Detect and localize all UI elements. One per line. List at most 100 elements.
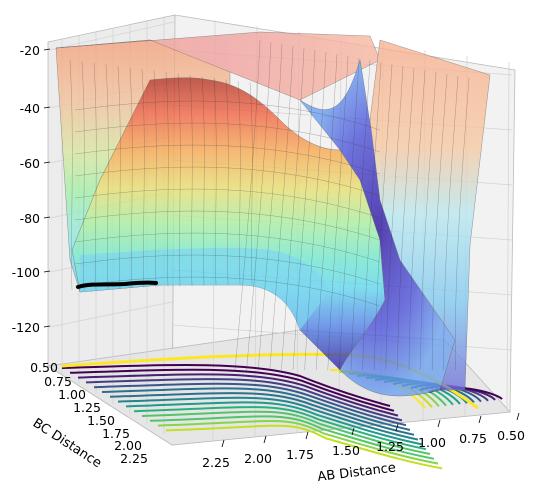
surface-right-face bbox=[369, 39, 491, 391]
x-tick bbox=[478, 415, 482, 424]
mesh-line bbox=[74, 276, 381, 307]
mesh-line bbox=[153, 70, 157, 288]
mesh-line bbox=[189, 74, 193, 287]
mesh-line bbox=[339, 57, 360, 371]
y-tick-label: 1.75 bbox=[102, 426, 130, 441]
contour-line bbox=[149, 415, 435, 460]
z-tick-label: -40 bbox=[20, 101, 40, 116]
mesh-line bbox=[258, 43, 283, 371]
surface-mesh bbox=[69, 39, 470, 371]
mesh-line bbox=[117, 65, 121, 289]
contour-line bbox=[61, 364, 391, 407]
grid-line bbox=[49, 301, 175, 328]
x-tick-label: 1.50 bbox=[332, 443, 360, 458]
mesh-line bbox=[237, 80, 241, 285]
x-tick-label: 2.25 bbox=[202, 455, 230, 470]
mesh-line bbox=[74, 144, 381, 175]
y-tick-label: 1.00 bbox=[58, 387, 86, 402]
mesh-line bbox=[213, 77, 217, 286]
mesh-line bbox=[304, 51, 327, 371]
y-tick-label: 1.25 bbox=[73, 400, 101, 415]
mesh-line bbox=[141, 68, 145, 288]
grid-line bbox=[506, 61, 510, 413]
contour-line bbox=[109, 392, 415, 436]
mesh-line bbox=[93, 62, 97, 290]
x-tick-label: 0.75 bbox=[459, 431, 487, 446]
mesh-line bbox=[385, 65, 404, 371]
x-tick bbox=[305, 431, 309, 440]
mesh-line bbox=[269, 45, 294, 371]
y-tick-label: 0.75 bbox=[44, 374, 72, 389]
x-axis: 0.50 0.75 1.00 1.25 1.50 1.75 2.00 2.25 bbox=[202, 412, 525, 470]
z-tick-label: -120 bbox=[12, 320, 40, 335]
mesh-line bbox=[432, 73, 448, 371]
mesh-line bbox=[408, 69, 426, 371]
mesh-line bbox=[455, 77, 470, 371]
z-tick bbox=[43, 106, 51, 109]
mesh-line bbox=[74, 232, 381, 263]
y-tick-label: 0.50 bbox=[30, 360, 58, 375]
z-tick-label: -20 bbox=[20, 43, 40, 58]
z-tick-label: -100 bbox=[12, 265, 40, 280]
contour-line bbox=[165, 424, 443, 470]
contour-line bbox=[133, 406, 427, 451]
x-tick bbox=[437, 419, 441, 428]
z-tick bbox=[43, 161, 51, 164]
energy-surface bbox=[55, 31, 491, 397]
z-tick bbox=[43, 270, 51, 273]
trajectory bbox=[76, 280, 158, 289]
contour-line bbox=[157, 420, 439, 465]
contour-line bbox=[69, 368, 395, 412]
x-tick-label: 1.25 bbox=[376, 439, 404, 454]
surface-cyan-band bbox=[80, 247, 330, 330]
z-tick bbox=[43, 48, 51, 51]
x-tick bbox=[516, 412, 520, 421]
mesh-line bbox=[201, 76, 205, 286]
mesh-line bbox=[74, 210, 381, 241]
mesh-line bbox=[420, 71, 437, 371]
contour-line bbox=[125, 401, 423, 446]
mesh-line bbox=[74, 254, 381, 285]
mesh-line bbox=[292, 49, 316, 371]
mesh-line bbox=[105, 64, 109, 289]
x-tick-label: 2.00 bbox=[244, 451, 272, 466]
x-tick-label: 1.75 bbox=[286, 447, 314, 462]
contour-line bbox=[117, 396, 419, 441]
mesh-line bbox=[165, 71, 169, 287]
contour-line bbox=[93, 382, 407, 427]
mesh-line bbox=[81, 61, 85, 290]
mesh-line bbox=[397, 67, 415, 371]
mesh-line bbox=[69, 59, 73, 291]
mesh-line bbox=[246, 41, 272, 371]
y-tick-label: 2.00 bbox=[114, 438, 142, 453]
x-tick bbox=[221, 439, 225, 448]
z-tick-label: -60 bbox=[20, 156, 40, 171]
z-tick bbox=[43, 325, 51, 328]
contour-line bbox=[77, 373, 399, 417]
z-axis: -20 -40 -60 -80 -100 -120 bbox=[12, 43, 51, 335]
mesh-line bbox=[443, 75, 459, 371]
x-tick bbox=[263, 435, 267, 444]
mesh-line bbox=[374, 63, 393, 371]
mesh-line bbox=[177, 73, 181, 287]
mesh-line bbox=[249, 82, 253, 285]
mesh-line bbox=[74, 122, 381, 153]
x-axis-label: AB Distance bbox=[317, 460, 397, 484]
z-tick-label: -80 bbox=[20, 211, 40, 226]
mesh-line bbox=[129, 67, 133, 289]
x-tick-label: 1.00 bbox=[418, 435, 446, 450]
contour-line bbox=[85, 378, 403, 422]
mesh-line bbox=[316, 53, 338, 371]
contour-line bbox=[141, 410, 431, 455]
x-tick bbox=[351, 427, 355, 436]
y-tick-label: 2.25 bbox=[120, 451, 148, 466]
mesh-line bbox=[74, 100, 381, 131]
mesh-line bbox=[225, 79, 229, 285]
y-tick-label: 1.50 bbox=[87, 413, 115, 428]
mesh-line bbox=[74, 166, 381, 197]
mesh-line bbox=[350, 59, 371, 371]
x-tick-label: 0.50 bbox=[497, 428, 525, 443]
mesh-line bbox=[74, 188, 381, 219]
mesh-line bbox=[281, 47, 305, 371]
